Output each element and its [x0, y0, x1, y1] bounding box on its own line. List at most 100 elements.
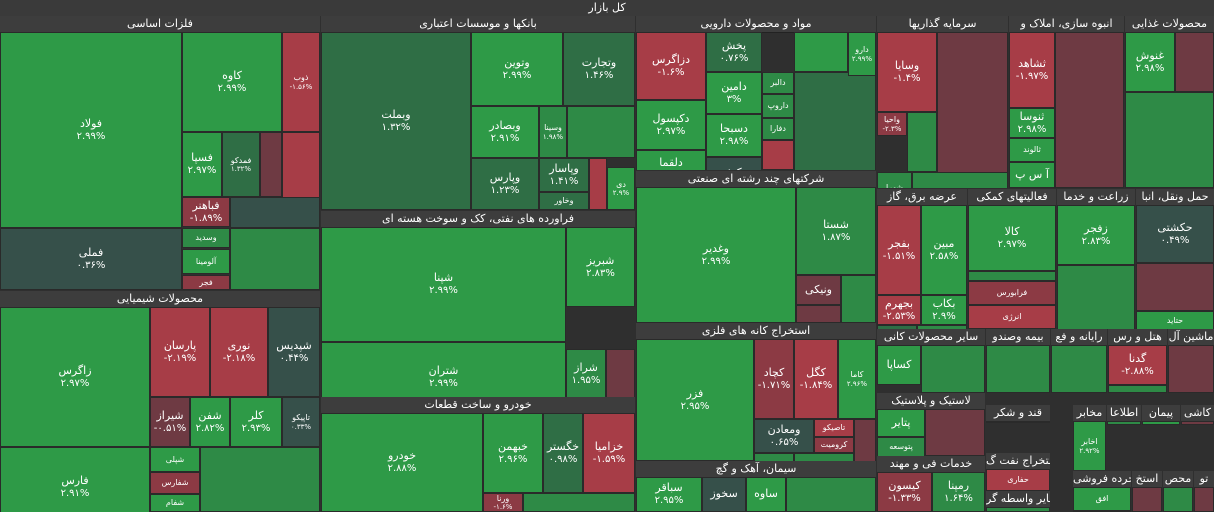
sector-header[interactable]: رایانه و فع [1051, 329, 1107, 346]
stock-tile[interactable]: غنوش ۲.۹۸% [1125, 32, 1175, 92]
minor-stock-tile[interactable] [921, 345, 985, 393]
stock-tile[interactable]: پتوسعه [877, 437, 925, 456]
sector-header[interactable]: بیمه وصندو [986, 329, 1050, 346]
stock-tile[interactable]: اپال [754, 453, 794, 461]
minor-stock-tile[interactable] [794, 72, 876, 170]
stock-tile[interactable]: دکوثر [706, 157, 762, 170]
stock-tile[interactable]: تاصیکو [814, 419, 854, 437]
stock-tile[interactable]: آ س پ [1009, 162, 1055, 188]
stock-tile[interactable]: کاما ۲.۹۶% [838, 339, 876, 419]
stock-tile[interactable]: وغدیر ۲.۹۹% [636, 187, 796, 323]
stock-tile[interactable]: کساپا [877, 345, 921, 385]
stock-tile[interactable]: دسبحا ۲.۹۸% [706, 114, 762, 157]
minor-stock-tile[interactable] [912, 172, 1008, 188]
stock-tile[interactable]: وبملت ۱.۳۲% [321, 32, 471, 210]
minor-stock-tile[interactable] [1051, 345, 1107, 393]
stock-tile[interactable]: فزر ۲.۹۵% [636, 339, 754, 461]
minor-stock-tile[interactable] [230, 228, 320, 290]
stock-tile[interactable]: وسینا ۱.۹۸% [539, 106, 567, 158]
minor-stock-tile[interactable] [1057, 265, 1135, 329]
minor-stock-tile[interactable] [968, 271, 1056, 281]
stock-tile[interactable]: انرژی [968, 305, 1056, 329]
stock-tile[interactable]: ومعادن ۰.۶۵% [754, 419, 814, 453]
stock-tile[interactable]: افق [1073, 487, 1131, 511]
stock-tile[interactable]: وبصادر ۲.۹۱% [471, 106, 539, 158]
minor-stock-tile[interactable] [200, 447, 320, 512]
stock-tile[interactable]: کیسون -۱.۳۳% [877, 472, 932, 512]
minor-stock-tile[interactable] [1108, 385, 1167, 393]
stock-tile[interactable]: دلقما۲.۹۷% [636, 150, 706, 170]
minor-stock-tile[interactable] [1136, 263, 1214, 311]
minor-stock-tile[interactable] [986, 507, 1050, 512]
sector-header[interactable]: خدمات فی و مهند [877, 456, 985, 473]
stock-tile[interactable]: شپلی [150, 447, 200, 472]
minor-stock-tile[interactable] [523, 493, 635, 512]
stock-tile[interactable]: رمپنا ۱.۶۴% [932, 472, 985, 512]
stock-tile[interactable]: دارو ۲.۹۹% [848, 32, 876, 76]
stock-tile[interactable]: کالا ۲.۹۷% [968, 205, 1056, 271]
minor-stock-tile[interactable] [841, 275, 876, 323]
stock-tile[interactable]: فباهنر -۱.۸۹% [182, 197, 230, 227]
stock-tile[interactable]: خزامیا -۱.۵۹% [583, 413, 635, 493]
minor-stock-tile[interactable] [1181, 421, 1214, 425]
sector-header[interactable]: لاستیک و پلاستیک [877, 393, 985, 410]
minor-stock-tile[interactable] [786, 477, 876, 512]
stock-tile[interactable]: شفارس [150, 472, 200, 494]
stock-tile[interactable]: دی ۲.۹% [607, 167, 635, 210]
stock-tile[interactable]: ونیکی [796, 275, 841, 305]
minor-stock-tile[interactable] [567, 106, 635, 158]
stock-tile[interactable]: مبین ۲.۵۸% [921, 205, 967, 295]
stock-tile[interactable]: کچاد -۱.۷۱% [754, 339, 794, 419]
minor-stock-tile[interactable] [1168, 345, 1214, 393]
sector-header[interactable]: خودرو و ساخت قطعات [321, 397, 635, 414]
minor-stock-tile[interactable] [937, 32, 1008, 188]
sector-header[interactable]: کاشی [1181, 405, 1214, 422]
stock-tile[interactable]: پتایر [877, 409, 925, 437]
stock-tile[interactable]: شفن ۲.۸۲% [190, 397, 230, 447]
stock-tile[interactable]: شتران ۲.۹۹% [321, 342, 566, 397]
sector-header[interactable]: استخ [1132, 471, 1162, 488]
stock-tile[interactable]: ورنا -۱.۶% [483, 493, 523, 512]
sector-header[interactable]: مواد و محصولات دارویی [636, 16, 876, 33]
minor-stock-tile[interactable] [917, 325, 967, 329]
minor-stock-tile[interactable] [925, 409, 985, 456]
minor-stock-tile[interactable] [1142, 421, 1180, 425]
stock-tile[interactable]: دالبر [762, 72, 794, 94]
stock-tile[interactable]: ساوه [746, 477, 786, 512]
stock-tile[interactable]: ونیرو [877, 325, 917, 329]
sector-header[interactable]: شرکتهای چند رشته ای صنعتی [636, 171, 876, 188]
sector-header[interactable]: سایر محصولات کانی [877, 329, 985, 346]
stock-tile[interactable]: کگل -۱.۸۴% [794, 339, 838, 419]
stock-tile[interactable]: آلومینا [182, 249, 230, 274]
stock-tile[interactable]: دکپسول ۲.۹۷% [636, 100, 706, 150]
stock-tile[interactable]: سباقر ۲.۹۵% [636, 477, 702, 512]
stock-tile[interactable]: وتجارت ۱.۴۶% [563, 32, 635, 106]
minor-stock-tile[interactable] [796, 305, 841, 323]
minor-stock-tile[interactable] [589, 158, 607, 210]
sector-header[interactable]: انبوه سازی، املاک و [1009, 16, 1124, 33]
stock-tile[interactable]: شیراز -۰.۵۱% [150, 397, 190, 447]
stock-tile[interactable]: داروپ [762, 94, 794, 118]
stock-tile[interactable]: خگستر ۰.۹۸% [543, 413, 583, 493]
stock-tile[interactable]: وپارس ۱.۲۳% [471, 158, 539, 210]
stock-tile[interactable]: تاپیکو ۰.۳۳% [282, 397, 320, 447]
minor-stock-tile[interactable] [762, 140, 794, 170]
minor-stock-tile[interactable] [260, 132, 282, 197]
stock-tile[interactable]: شهرا [877, 172, 912, 188]
minor-stock-tile[interactable] [1125, 92, 1214, 188]
stock-tile[interactable]: فارس ۲.۹۱% [0, 447, 150, 512]
sector-header[interactable]: سرمایه گذاریها [877, 16, 1008, 33]
stock-tile[interactable]: نوری -۲.۱۸% [210, 307, 268, 397]
sector-header[interactable]: استخراج کانه های فلزی [636, 323, 876, 340]
stock-tile[interactable]: فرابورس [968, 281, 1056, 305]
stock-tile[interactable]: وتوین ۲.۹۹% [471, 32, 563, 106]
minor-stock-tile[interactable] [986, 345, 1050, 393]
minor-stock-tile[interactable] [1132, 487, 1162, 512]
minor-stock-tile[interactable] [1107, 421, 1141, 425]
sector-header[interactable]: عرضه برق، گاز [877, 189, 967, 206]
stock-tile[interactable]: ثنوسا ۲.۹۸% [1009, 108, 1055, 138]
sector-header[interactable]: مخابر [1073, 405, 1106, 422]
stock-tile[interactable]: حفاری [986, 469, 1050, 491]
minor-stock-tile[interactable] [1175, 32, 1214, 92]
sector-header[interactable]: فراورده های نفتی، کک و سوخت هسته ای [321, 211, 635, 228]
